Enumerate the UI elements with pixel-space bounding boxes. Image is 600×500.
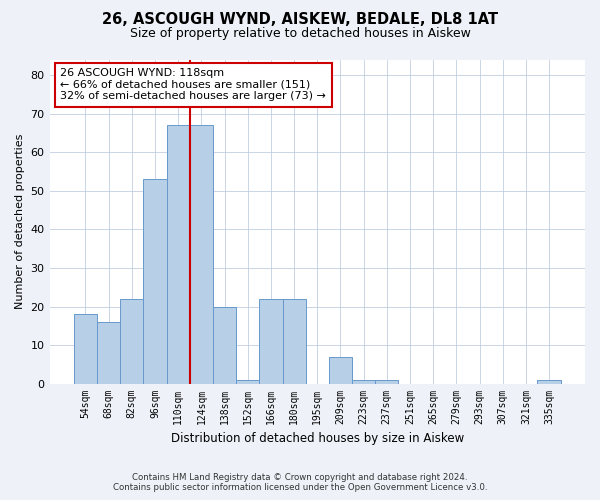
Bar [283, 299, 305, 384]
Bar [259, 299, 283, 384]
Bar [213, 306, 236, 384]
Bar [538, 380, 560, 384]
Text: 26 ASCOUGH WYND: 118sqm
← 66% of detached houses are smaller (151)
32% of semi-d: 26 ASCOUGH WYND: 118sqm ← 66% of detache… [60, 68, 326, 102]
Bar [97, 322, 120, 384]
Bar [120, 299, 143, 384]
Bar [329, 356, 352, 384]
Text: 26, ASCOUGH WYND, AISKEW, BEDALE, DL8 1AT: 26, ASCOUGH WYND, AISKEW, BEDALE, DL8 1A… [102, 12, 498, 28]
Text: Size of property relative to detached houses in Aiskew: Size of property relative to detached ho… [130, 28, 470, 40]
Bar [190, 126, 213, 384]
Bar [352, 380, 375, 384]
X-axis label: Distribution of detached houses by size in Aiskew: Distribution of detached houses by size … [170, 432, 464, 445]
Bar [375, 380, 398, 384]
Text: Contains HM Land Registry data © Crown copyright and database right 2024.
Contai: Contains HM Land Registry data © Crown c… [113, 473, 487, 492]
Bar [236, 380, 259, 384]
Y-axis label: Number of detached properties: Number of detached properties [15, 134, 25, 310]
Bar [74, 314, 97, 384]
Bar [143, 180, 167, 384]
Bar [167, 126, 190, 384]
